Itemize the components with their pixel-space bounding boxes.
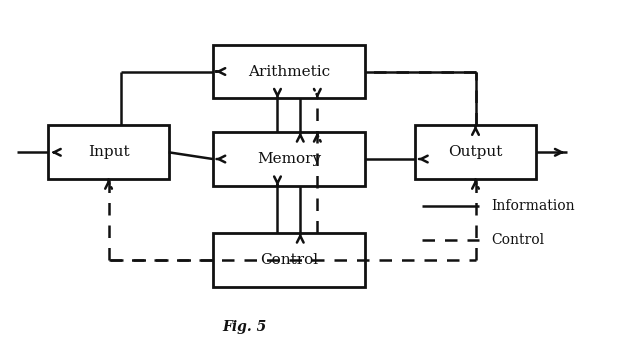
Text: Arithmetic: Arithmetic bbox=[248, 65, 330, 79]
FancyBboxPatch shape bbox=[415, 125, 536, 179]
Text: Output: Output bbox=[448, 145, 503, 159]
Text: Control: Control bbox=[260, 253, 318, 267]
Text: Control: Control bbox=[491, 233, 544, 247]
FancyBboxPatch shape bbox=[213, 45, 365, 98]
FancyBboxPatch shape bbox=[49, 125, 169, 179]
Text: Input: Input bbox=[88, 145, 129, 159]
Text: Memory: Memory bbox=[257, 152, 321, 166]
FancyBboxPatch shape bbox=[213, 132, 365, 186]
Text: Fig. 5: Fig. 5 bbox=[222, 321, 267, 334]
Text: Information: Information bbox=[491, 199, 575, 213]
FancyBboxPatch shape bbox=[213, 233, 365, 287]
